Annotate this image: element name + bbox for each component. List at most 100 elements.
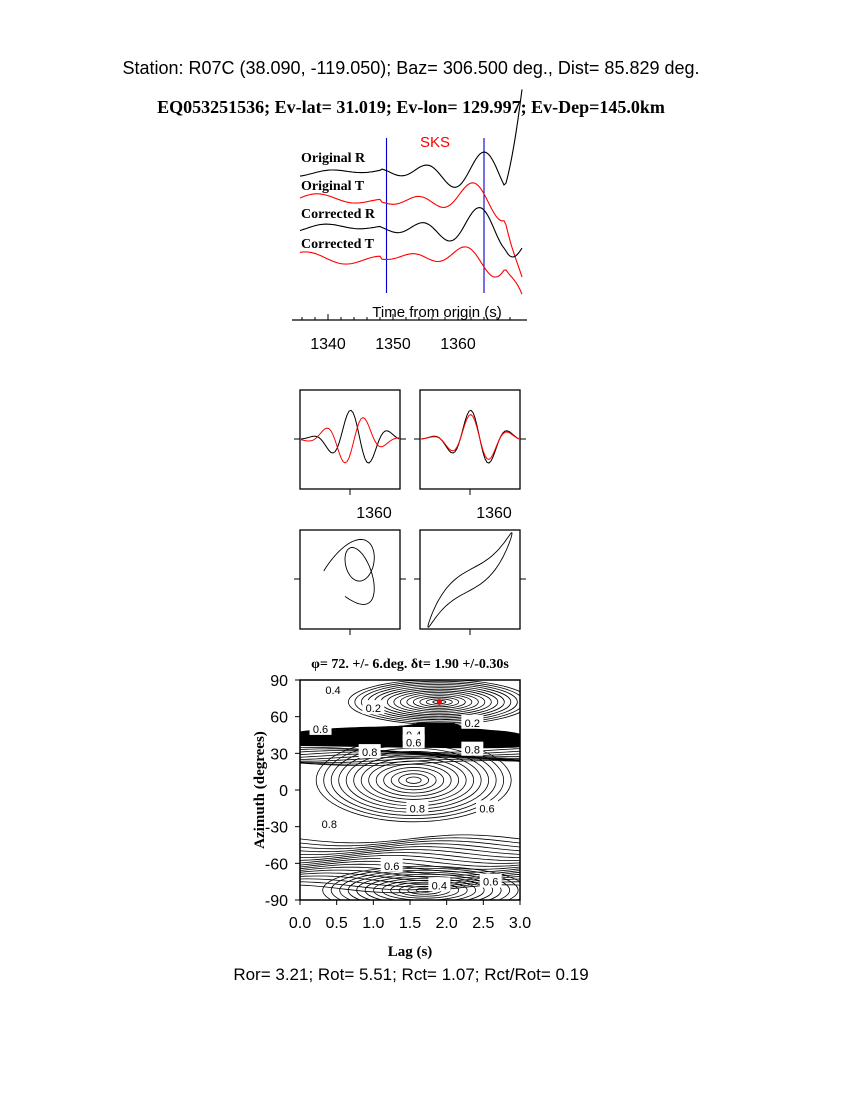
contour-label-box [318, 816, 341, 831]
particle-motion-panels [294, 529, 526, 635]
time-tick-label: 1350 [375, 336, 411, 353]
contour-line-lower [381, 879, 468, 900]
contour-line-band [300, 834, 520, 844]
particle-motion-panel-original [294, 529, 406, 635]
lag-tick-label: 0.5 [326, 915, 348, 932]
contour-label: 0.6 [479, 803, 494, 815]
waveform-panel-original: 1360 [294, 389, 406, 522]
contour-line-upper [360, 682, 518, 722]
contour-line-band [300, 858, 520, 867]
contour-line-lower [330, 867, 519, 900]
contour-line-band [300, 840, 520, 850]
waveform-comparison-panels: 1360 1360 [294, 389, 526, 522]
trace-label-corrected-t: Corrected T [301, 237, 375, 252]
transverse-waveform [300, 417, 400, 464]
panel-frame [419, 529, 521, 630]
splitting-grid-panel: φ= 72. +/- 6.deg. δt= 1.90 +/-0.30s 0.4 0… [252, 657, 531, 960]
contour-line-lower [339, 869, 511, 900]
contour-line-middle [390, 770, 437, 791]
contour-label: 0.4 [325, 685, 340, 697]
contour-line-lower [390, 881, 460, 899]
phase-label: SKS [420, 134, 450, 151]
contour-line-middle [405, 776, 422, 784]
contour-label-box [461, 714, 484, 729]
contour-line-upper [393, 690, 486, 714]
lag-tick-label: 2.5 [472, 915, 494, 932]
contour-label: 0.8 [410, 803, 425, 815]
contour-label-box [476, 800, 498, 815]
contour-label-box [322, 681, 344, 696]
contour-line-upper [419, 696, 460, 708]
contour-line-upper [425, 698, 453, 706]
contour-line-band [300, 852, 520, 861]
contour-line-middle [398, 773, 430, 788]
contour-line-band [300, 754, 520, 760]
contour-label-box [402, 734, 425, 749]
contour-line-upper [354, 680, 520, 724]
contour-grid: 0.40.20.60.20.40.60.80.80.80.60.80.60.40… [299, 679, 521, 901]
contour-line-lower [364, 875, 485, 900]
contour-label: 0.4 [432, 880, 447, 892]
particle-motion-trace [323, 539, 375, 605]
trace-original-r [299, 89, 523, 188]
azimuth-tick-label: -60 [265, 856, 288, 873]
azimuth-tick-label: -90 [265, 893, 288, 910]
azimuth-axis-label: Azimuth (degrees) [252, 731, 268, 849]
azimuth-axis-ticks: 90 60 30 0 -30 -60 -90 [265, 673, 300, 910]
contour-line-band [300, 855, 520, 864]
contour-label: 0.6 [384, 861, 399, 873]
contour-line-band [300, 837, 520, 847]
azimuth-tick-label: 30 [270, 746, 288, 763]
analysis-window-markers [385, 138, 485, 293]
seismogram-panel: SKS Original R Original T Corrected R Co… [292, 89, 527, 353]
station-header: Station: R07C (38.090, -119.050); Baz= 3… [122, 58, 700, 78]
seismogram-traces [299, 89, 523, 295]
contour-line-band [300, 863, 520, 873]
contour-label: 0.6 [483, 877, 498, 889]
trace-corrected-t [299, 246, 523, 295]
particle-motion-panel-corrected [414, 529, 526, 635]
contour-label: 0.8 [322, 819, 337, 831]
time-axis-label: Time from origin (s) [372, 304, 501, 321]
time-tick-label: 1360 [356, 505, 392, 522]
contour-label: 0.2 [366, 703, 381, 715]
azimuth-tick-label: 90 [270, 673, 288, 690]
contour-label-box [362, 700, 385, 715]
splitting-result-title: φ= 72. +/- 6.deg. δt= 1.90 +/-0.30s [311, 657, 509, 672]
time-tick-label: 1340 [310, 336, 346, 353]
event-header: EQ053251536; Ev-lat= 31.019; Ev-lon= 129… [157, 97, 665, 117]
contour-line-lower [347, 871, 502, 900]
azimuth-tick-label: -30 [265, 820, 288, 837]
contour-line-upper [412, 695, 466, 709]
waveform-panel-corrected: 1360 [414, 389, 526, 522]
contour-label: 0.6 [406, 737, 421, 749]
lag-tick-label: 0.0 [289, 915, 311, 932]
contour-label-box [309, 720, 332, 735]
contour-label-box [380, 857, 403, 872]
lag-tick-label: 2.0 [436, 915, 458, 932]
transverse-waveform [420, 414, 520, 460]
contour-line-band [300, 843, 520, 853]
lag-tick-label: 1.0 [362, 915, 384, 932]
contour-line-middle [383, 767, 445, 794]
contour-line-upper [347, 680, 520, 725]
trace-original-t [299, 182, 523, 278]
contour-line-upper [399, 692, 479, 713]
contour-label: 0.8 [362, 747, 377, 759]
lag-tick-label: 3.0 [509, 915, 531, 932]
trace-label-original-r: Original R [301, 151, 366, 166]
contour-label: 0.8 [465, 745, 480, 757]
energy-ratios: Ror= 3.21; Rot= 5.51; Rct= 1.07; Rct/Rot… [233, 965, 589, 984]
best-fit-marker [436, 699, 442, 705]
trace-corrected-r [299, 207, 523, 258]
trace-label-original-t: Original T [301, 179, 365, 194]
trace-label-corrected-r: Corrected R [301, 207, 376, 222]
contour-line-upper [406, 693, 473, 711]
time-tick-label: 1360 [476, 505, 512, 522]
lag-tick-label: 1.5 [399, 915, 421, 932]
azimuth-tick-label: 0 [279, 783, 288, 800]
panel-frame [419, 389, 521, 490]
contour-line-lower [322, 865, 520, 900]
contour-label-box [358, 744, 381, 759]
